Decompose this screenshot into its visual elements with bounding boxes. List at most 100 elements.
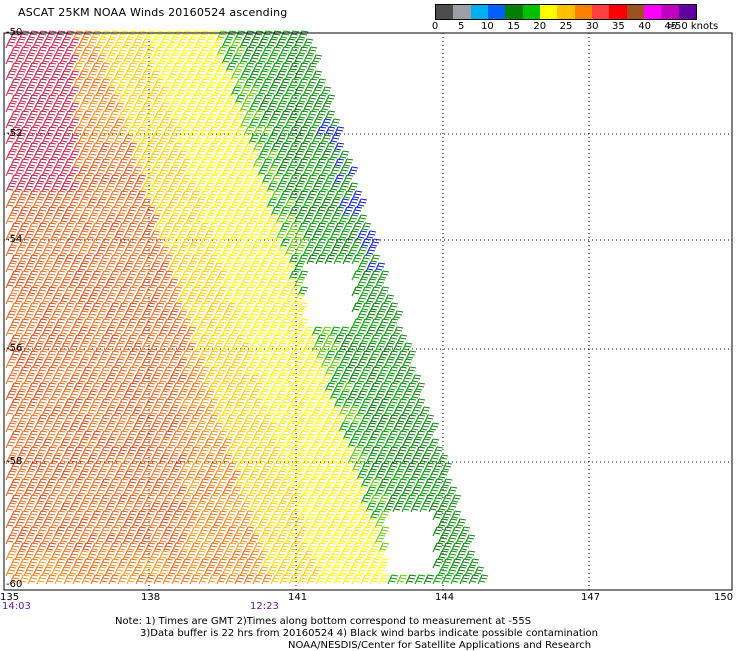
wind-barb bbox=[99, 430, 111, 441]
wind-barb bbox=[266, 486, 278, 497]
wind-barb bbox=[23, 454, 35, 465]
wind-barb bbox=[5, 374, 17, 385]
wind-barb bbox=[194, 86, 206, 97]
wind-barb bbox=[275, 294, 287, 305]
wind-barb bbox=[81, 142, 93, 153]
wind-barb bbox=[333, 446, 345, 457]
wind-barb bbox=[207, 238, 219, 249]
wind-barb bbox=[320, 182, 332, 193]
wind-barb bbox=[257, 566, 269, 577]
wind-barb bbox=[32, 422, 44, 433]
wind-barb bbox=[207, 478, 219, 489]
wind-barb bbox=[135, 494, 147, 505]
wind-barb bbox=[392, 438, 404, 449]
wind-barb bbox=[279, 526, 291, 537]
wind-barb bbox=[23, 534, 35, 545]
wind-barb bbox=[153, 446, 165, 457]
wind-barb bbox=[176, 534, 188, 545]
wind-barb bbox=[297, 222, 309, 233]
wind-barb bbox=[302, 566, 314, 577]
wind-barb bbox=[216, 574, 228, 585]
wind-barb bbox=[104, 86, 116, 97]
wind-barb bbox=[347, 374, 359, 385]
wind-barb bbox=[234, 414, 246, 425]
wind-barb bbox=[81, 542, 93, 553]
wind-barb bbox=[378, 414, 390, 425]
wind-barb bbox=[50, 486, 62, 497]
wind-barb bbox=[392, 502, 404, 513]
wind-barb bbox=[162, 430, 174, 441]
wind-barb bbox=[194, 518, 206, 529]
wind-barb bbox=[45, 142, 57, 153]
wind-barb bbox=[140, 294, 152, 305]
wind-barb bbox=[203, 294, 215, 305]
wind-barb bbox=[261, 334, 273, 345]
wind-barb bbox=[203, 550, 215, 561]
wind-barb bbox=[5, 262, 17, 273]
wind-barb bbox=[59, 86, 71, 97]
wind-barb bbox=[275, 262, 287, 273]
wind-barb bbox=[32, 566, 44, 577]
wind-barb bbox=[225, 206, 237, 217]
wind-barb bbox=[167, 198, 179, 209]
wind-barb bbox=[153, 254, 165, 265]
wind-barb bbox=[302, 198, 314, 209]
wind-barb bbox=[207, 350, 219, 361]
wind-barb bbox=[171, 62, 183, 73]
wind-barb bbox=[77, 374, 89, 385]
wind-barb bbox=[41, 54, 53, 65]
wind-barb bbox=[18, 222, 30, 233]
wind-barb bbox=[32, 54, 44, 65]
wind-barb bbox=[450, 542, 462, 553]
wind-barb bbox=[275, 150, 287, 161]
wind-barb bbox=[239, 310, 251, 321]
wind-barb bbox=[194, 422, 206, 433]
wind-barb bbox=[149, 326, 161, 337]
wind-barb bbox=[266, 278, 278, 289]
wind-barb bbox=[140, 230, 152, 241]
wind-barb bbox=[131, 118, 143, 129]
wind-barb bbox=[162, 190, 174, 201]
wind-barb bbox=[365, 518, 377, 529]
wind-barb bbox=[158, 230, 170, 241]
wind-barb bbox=[315, 350, 327, 361]
wind-barb bbox=[275, 566, 287, 577]
wind-barb bbox=[297, 318, 309, 329]
wind-barb bbox=[131, 246, 143, 257]
wind-barb bbox=[383, 470, 395, 481]
wind-barb bbox=[176, 294, 188, 305]
wind-barb bbox=[455, 566, 467, 577]
wind-barb bbox=[68, 166, 80, 177]
wind-barb bbox=[311, 246, 323, 257]
wind-barb bbox=[432, 574, 444, 585]
wind-barb bbox=[176, 518, 188, 529]
wind-barb bbox=[297, 62, 309, 73]
wind-barb bbox=[23, 502, 35, 513]
wind-barb bbox=[68, 294, 80, 305]
wind-barb bbox=[212, 342, 224, 353]
wind-barb bbox=[18, 446, 30, 457]
wind-barb bbox=[338, 438, 350, 449]
wind-barb bbox=[324, 206, 336, 217]
wind-barb bbox=[9, 62, 21, 73]
wind-barb bbox=[108, 382, 120, 393]
wind-barb bbox=[302, 230, 314, 241]
wind-barb bbox=[288, 382, 300, 393]
wind-barb bbox=[243, 190, 255, 201]
wind-barb bbox=[302, 86, 314, 97]
wind-barb bbox=[32, 102, 44, 113]
wind-barb bbox=[180, 174, 192, 185]
wind-barb bbox=[315, 558, 327, 569]
wind-barb bbox=[216, 494, 228, 505]
wind-barb bbox=[230, 182, 242, 193]
wind-barb bbox=[302, 342, 314, 353]
wind-barb bbox=[279, 110, 291, 121]
wind-barb bbox=[32, 294, 44, 305]
wind-barb bbox=[45, 542, 57, 553]
wind-barb bbox=[68, 438, 80, 449]
wind-barb bbox=[261, 382, 273, 393]
wind-barb bbox=[122, 102, 134, 113]
wind-barb bbox=[90, 414, 102, 425]
wind-barb bbox=[306, 238, 318, 249]
wind-barb bbox=[72, 190, 84, 201]
